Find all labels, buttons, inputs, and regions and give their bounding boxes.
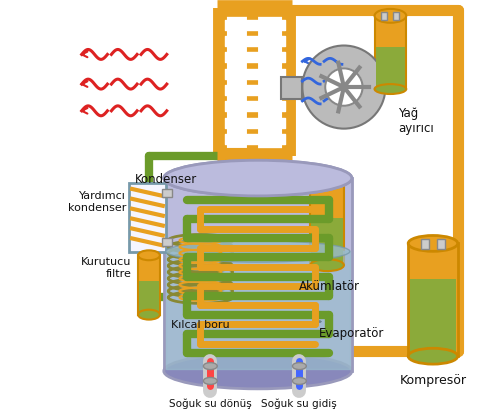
Wedge shape <box>302 46 385 129</box>
Ellipse shape <box>204 363 217 369</box>
Text: Kılcal boru: Kılcal boru <box>171 320 230 330</box>
Circle shape <box>325 68 362 106</box>
Text: Soğuk su dönüş: Soğuk su dönüş <box>169 399 252 409</box>
Ellipse shape <box>204 377 217 384</box>
Ellipse shape <box>138 250 160 260</box>
Bar <box>382 12 387 20</box>
Bar <box>310 182 344 265</box>
Ellipse shape <box>166 241 350 262</box>
Bar <box>437 240 445 249</box>
Ellipse shape <box>292 377 306 384</box>
Ellipse shape <box>164 160 352 196</box>
Ellipse shape <box>408 348 457 364</box>
Bar <box>139 281 159 315</box>
Bar <box>421 240 429 249</box>
Bar <box>162 238 172 246</box>
Bar <box>319 179 325 186</box>
Bar <box>394 12 399 20</box>
Bar <box>375 48 405 89</box>
Text: Kurutucu
filtre: Kurutucu filtre <box>81 257 131 279</box>
Ellipse shape <box>164 160 352 196</box>
Bar <box>162 189 172 197</box>
Text: Akümlatör: Akümlatör <box>299 280 360 293</box>
Text: Soğuk su gidiş: Soğuk su gidiş <box>262 399 337 409</box>
Bar <box>311 218 343 265</box>
Text: Evaporatör: Evaporatör <box>319 326 384 339</box>
Bar <box>138 255 160 315</box>
Ellipse shape <box>374 9 406 23</box>
Text: Yardımcı
kondenser: Yardımcı kondenser <box>68 191 126 212</box>
Ellipse shape <box>310 176 344 188</box>
Bar <box>129 183 166 252</box>
Text: Yağ
ayırıcı: Yağ ayırıcı <box>398 107 434 135</box>
Text: Kompresör: Kompresör <box>399 374 467 387</box>
Ellipse shape <box>138 310 160 320</box>
FancyBboxPatch shape <box>281 77 302 99</box>
Ellipse shape <box>310 259 344 271</box>
Bar <box>329 179 335 186</box>
Ellipse shape <box>164 353 352 389</box>
Bar <box>374 16 406 89</box>
Bar <box>410 279 456 356</box>
Ellipse shape <box>408 236 457 251</box>
Bar <box>408 243 457 356</box>
Text: Kondenser: Kondenser <box>135 173 197 186</box>
Ellipse shape <box>374 84 406 94</box>
Ellipse shape <box>292 363 306 369</box>
